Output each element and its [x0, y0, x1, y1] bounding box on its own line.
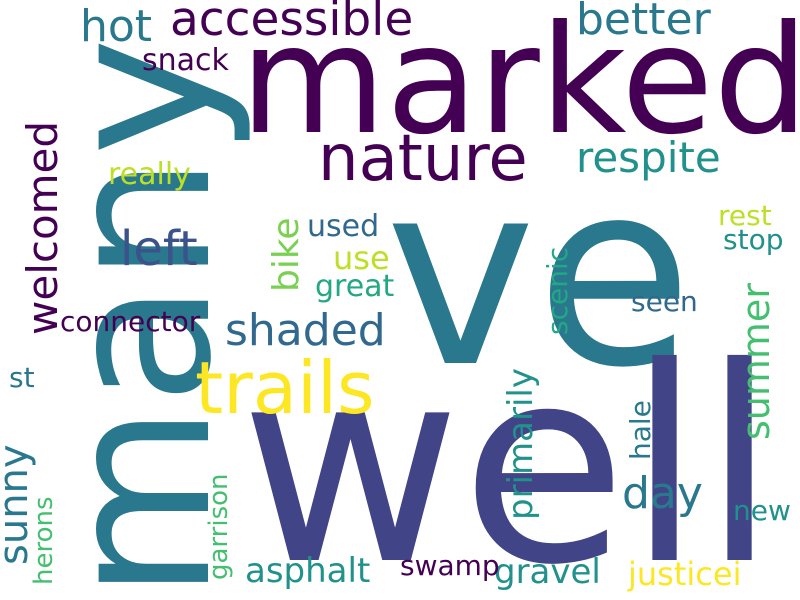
word-left: left [120, 221, 198, 277]
word-summer: summer [734, 283, 778, 440]
word-new: new [733, 494, 791, 527]
word-really: really [108, 157, 191, 192]
word-better: better [576, 0, 711, 45]
word-gravel: gravel [494, 552, 601, 592]
word-marked: marked [240, 0, 800, 168]
word-seen: seen [631, 285, 698, 318]
word-justicei: justicei [628, 555, 742, 593]
word-snack: snack [142, 43, 229, 78]
word-st: st [9, 361, 35, 394]
word-primarily: primarily [501, 368, 541, 520]
word-asphalt: asphalt [245, 551, 371, 591]
word-swamp: swamp [400, 549, 500, 582]
word-use: use [333, 239, 390, 277]
word-rest: rest [718, 199, 772, 232]
word-respite: respite [576, 133, 721, 182]
word-nature: nature [318, 122, 528, 196]
word-hot: hot [80, 1, 153, 52]
word-trails: trails [195, 346, 375, 430]
word-connector: connector [60, 305, 201, 338]
word-bike: bike [266, 217, 307, 292]
word-welcomed: welcomed [18, 120, 67, 335]
word-accessible: accessible [170, 0, 414, 47]
word-shaded: shaded [225, 305, 386, 356]
word-well: well [240, 309, 777, 600]
word-great: great [315, 269, 395, 304]
word-stop: stop [723, 223, 784, 256]
word-herons: herons [29, 496, 59, 585]
word-ve: ve [385, 127, 693, 424]
word-day: day [622, 468, 703, 519]
word-hale: hale [624, 400, 657, 460]
word-scenic: scenic [541, 246, 574, 335]
word-garrison: garrison [204, 473, 234, 580]
word-used: used [307, 209, 380, 244]
